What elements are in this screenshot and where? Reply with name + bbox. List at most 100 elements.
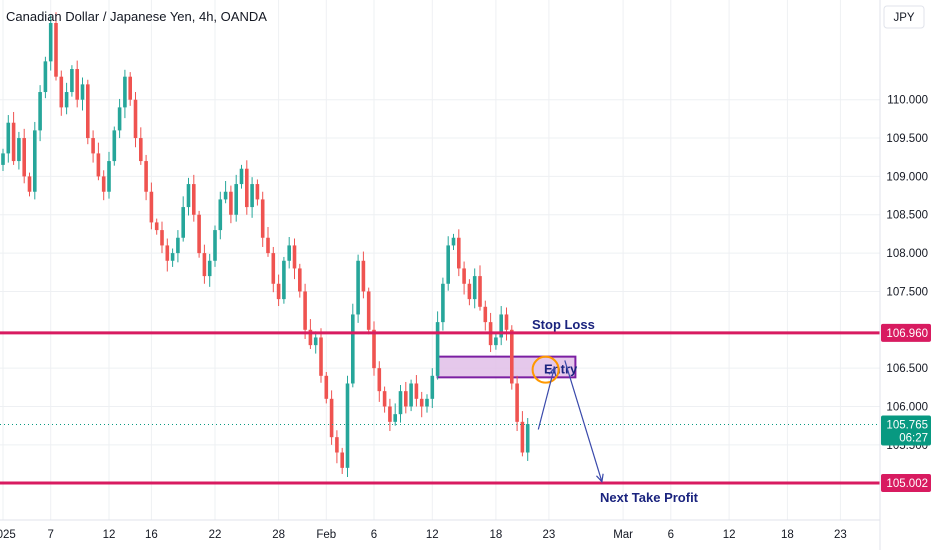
- candle[interactable]: [377, 368, 382, 392]
- candle[interactable]: [494, 337, 498, 346]
- candle[interactable]: [435, 322, 440, 376]
- candle[interactable]: [11, 122, 16, 162]
- candle[interactable]: [101, 176, 106, 192]
- candle[interactable]: [86, 84, 90, 139]
- candle[interactable]: [1, 153, 5, 165]
- candle[interactable]: [510, 329, 514, 384]
- candle[interactable]: [457, 237, 461, 269]
- candle[interactable]: [128, 76, 132, 100]
- candle[interactable]: [292, 245, 297, 269]
- candle[interactable]: [372, 329, 376, 369]
- candle[interactable]: [472, 276, 477, 300]
- candle[interactable]: [223, 191, 228, 200]
- candle[interactable]: [197, 214, 201, 254]
- candle[interactable]: [382, 391, 387, 407]
- candle[interactable]: [160, 230, 164, 246]
- candle[interactable]: [467, 283, 472, 300]
- candle[interactable]: [525, 424, 530, 453]
- candle[interactable]: [75, 69, 79, 100]
- candle[interactable]: [186, 184, 191, 208]
- candle[interactable]: [441, 283, 445, 323]
- candle[interactable]: [207, 260, 212, 277]
- candle[interactable]: [255, 184, 260, 200]
- candle[interactable]: [17, 138, 21, 162]
- candle[interactable]: [107, 161, 111, 192]
- candle[interactable]: [181, 207, 185, 238]
- candle[interactable]: [260, 199, 265, 238]
- candle[interactable]: [351, 314, 355, 384]
- candle[interactable]: [33, 130, 37, 192]
- candle[interactable]: [176, 237, 180, 254]
- candle[interactable]: [308, 329, 313, 346]
- candle[interactable]: [515, 383, 519, 422]
- candle[interactable]: [80, 84, 85, 100]
- candle[interactable]: [139, 138, 143, 162]
- candle[interactable]: [313, 337, 318, 346]
- candle[interactable]: [48, 23, 53, 62]
- candle[interactable]: [144, 161, 148, 192]
- candle[interactable]: [276, 283, 281, 300]
- candle[interactable]: [499, 314, 503, 338]
- currency-button[interactable]: [883, 5, 925, 29]
- candle[interactable]: [239, 168, 244, 185]
- candle[interactable]: [451, 237, 456, 246]
- candle[interactable]: [54, 23, 58, 77]
- candle[interactable]: [425, 398, 429, 407]
- candle[interactable]: [43, 61, 48, 93]
- candle[interactable]: [504, 314, 509, 330]
- price-axis-bg[interactable]: [880, 0, 932, 550]
- candle[interactable]: [154, 222, 159, 231]
- candle[interactable]: [234, 184, 238, 215]
- candle[interactable]: [22, 138, 26, 177]
- candle[interactable]: [229, 191, 233, 215]
- candle[interactable]: [91, 138, 95, 154]
- candle[interactable]: [303, 291, 307, 330]
- candle[interactable]: [59, 76, 64, 108]
- candle[interactable]: [414, 383, 419, 399]
- candle[interactable]: [483, 306, 488, 323]
- candle[interactable]: [38, 92, 42, 131]
- candle[interactable]: [266, 237, 270, 254]
- candle[interactable]: [96, 153, 101, 177]
- candle[interactable]: [250, 184, 254, 208]
- candle[interactable]: [324, 375, 329, 399]
- candle[interactable]: [388, 406, 392, 422]
- candle[interactable]: [170, 253, 175, 261]
- candle[interactable]: [366, 291, 371, 330]
- candle[interactable]: [27, 176, 32, 192]
- candle[interactable]: [64, 92, 69, 108]
- candle[interactable]: [117, 107, 122, 131]
- candle[interactable]: [345, 383, 350, 468]
- candle[interactable]: [409, 383, 413, 407]
- candle[interactable]: [218, 199, 223, 231]
- candle[interactable]: [112, 130, 117, 162]
- candle[interactable]: [419, 398, 424, 407]
- candle[interactable]: [393, 414, 397, 422]
- candle[interactable]: [356, 260, 360, 315]
- candle[interactable]: [6, 122, 11, 154]
- candle[interactable]: [319, 337, 323, 376]
- candle[interactable]: [478, 276, 482, 307]
- candle[interactable]: [361, 260, 366, 292]
- candle[interactable]: [329, 398, 334, 438]
- candle[interactable]: [520, 421, 525, 453]
- candle[interactable]: [271, 253, 276, 284]
- candle[interactable]: [70, 69, 74, 93]
- candle[interactable]: [165, 245, 170, 261]
- candle[interactable]: [446, 245, 450, 284]
- candle[interactable]: [404, 391, 408, 407]
- candle[interactable]: [123, 76, 127, 108]
- candle[interactable]: [245, 168, 249, 208]
- candle[interactable]: [462, 268, 466, 284]
- candle[interactable]: [287, 245, 291, 261]
- candle[interactable]: [213, 230, 217, 261]
- candle[interactable]: [398, 391, 403, 415]
- candle[interactable]: [430, 375, 435, 399]
- candle[interactable]: [282, 260, 286, 300]
- candle[interactable]: [202, 253, 207, 277]
- candle[interactable]: [149, 191, 154, 223]
- candle[interactable]: [192, 184, 196, 215]
- candle[interactable]: [335, 437, 339, 453]
- candle[interactable]: [133, 99, 138, 139]
